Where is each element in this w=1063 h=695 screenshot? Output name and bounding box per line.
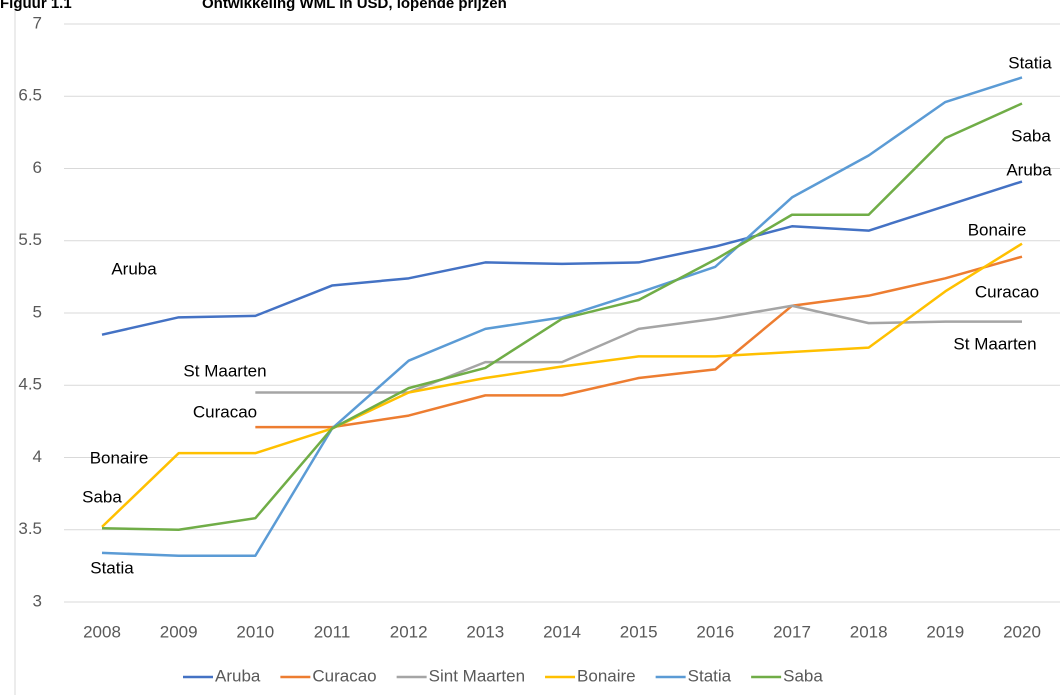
y-tick-label: 4.5 (18, 375, 42, 394)
legend-label: Saba (783, 666, 823, 685)
annotation: Curacao (193, 402, 257, 421)
series-line (101, 242, 1023, 528)
annotation: Aruba (111, 259, 157, 278)
x-tick-label: 2008 (83, 622, 121, 641)
x-tick-label: 2011 (314, 622, 351, 641)
legend-label: Curacao (312, 666, 376, 685)
annotation: Bonaire (968, 220, 1027, 239)
series-line (255, 255, 1023, 429)
chart-title: Ontwikkeling WML in USD, lopende prijzen (202, 0, 507, 12)
x-tick-label: 2013 (466, 622, 504, 641)
y-tick-label: 5.5 (18, 230, 42, 249)
figure-label: Figuur 1.1 (0, 0, 72, 12)
x-tick-label: 2012 (390, 622, 428, 641)
x-tick-label: 2016 (696, 622, 734, 641)
y-tick-label: 6 (33, 158, 42, 177)
legend-label: Statia (688, 666, 732, 685)
legend-label: Sint Maarten (429, 666, 525, 685)
series-line (101, 102, 1023, 531)
y-tick-label: 7 (33, 13, 42, 32)
series-line (255, 304, 1022, 394)
series-line (101, 180, 1023, 336)
series-line (101, 76, 1023, 558)
legend-label: Bonaire (577, 666, 636, 685)
x-tick-label: 2020 (1003, 622, 1041, 641)
annotation: Saba (1011, 126, 1051, 145)
x-tick-label: 2018 (850, 622, 888, 641)
x-tick-label: 2019 (926, 622, 964, 641)
legend-label: Aruba (215, 666, 261, 685)
annotation: St Maarten (183, 361, 266, 380)
y-tick-label: 5 (33, 302, 42, 321)
y-tick-label: 6.5 (18, 86, 42, 105)
x-tick-label: 2017 (773, 622, 811, 641)
y-tick-label: 3 (33, 591, 42, 610)
annotation: St Maarten (953, 334, 1036, 353)
annotation: Statia (90, 558, 134, 577)
y-tick-label: 3.5 (18, 519, 42, 538)
x-tick-label: 2014 (543, 622, 581, 641)
annotation: Statia (1008, 53, 1052, 72)
annotation: Bonaire (90, 448, 149, 467)
annotation: Saba (82, 487, 122, 506)
annotation: Aruba (1006, 160, 1052, 179)
x-tick-label: 2015 (620, 622, 658, 641)
x-tick-label: 2010 (236, 622, 274, 641)
annotation: Curacao (975, 282, 1039, 301)
y-tick-label: 4 (33, 447, 42, 466)
x-tick-label: 2009 (160, 622, 198, 641)
